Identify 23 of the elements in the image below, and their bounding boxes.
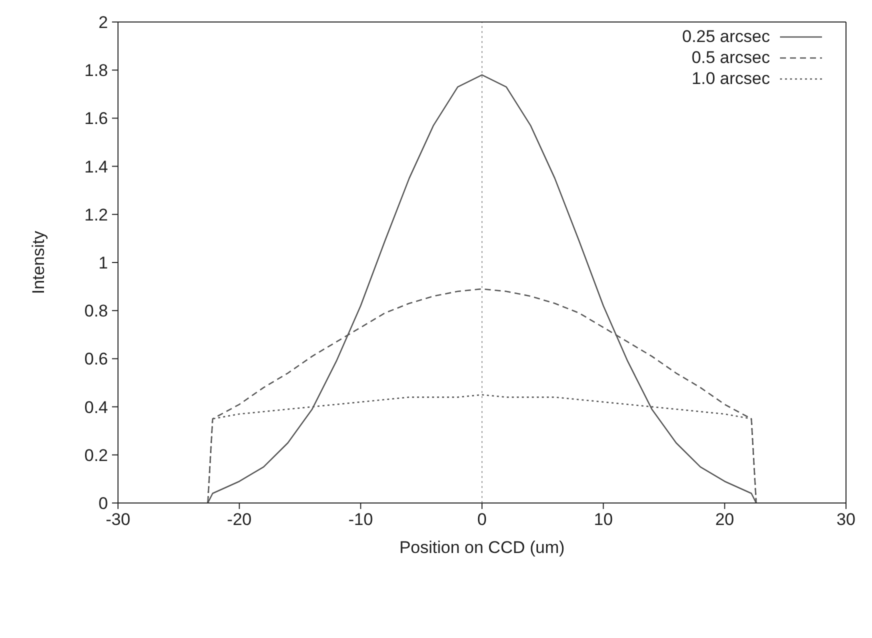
x-tick-label: 10: [594, 510, 613, 530]
y-tick-label: 0: [98, 494, 108, 514]
y-tick-label: 0.2: [84, 446, 108, 465]
x-tick-label: 0: [477, 510, 487, 530]
y-tick-label: 0.4: [84, 398, 108, 417]
y-axis-title: Intensity: [29, 230, 48, 294]
y-tick-label: 1.8: [84, 61, 108, 80]
y-tick-label: 0.8: [84, 302, 108, 321]
y-tick-label: 0.6: [84, 350, 108, 369]
y-tick-label: 1.2: [84, 205, 108, 224]
legend-label: 0.5 arcsec: [692, 47, 770, 68]
x-tick-label: 30: [836, 510, 856, 530]
y-tick-label: 1.6: [84, 109, 108, 128]
x-tick-label: 20: [715, 510, 734, 530]
x-axis-title: Position on CCD (um): [399, 538, 565, 557]
x-tick-label: -20: [227, 510, 252, 530]
legend-label: 0.25 arcsec: [682, 26, 770, 47]
legend-label: 1.0 arcsec: [692, 68, 770, 89]
y-tick-label: 1: [98, 254, 108, 273]
x-tick-label: -30: [106, 510, 130, 530]
y-tick-label: 1.4: [84, 157, 108, 176]
y-tick-label: 2: [98, 13, 108, 32]
x-tick-label: -10: [348, 510, 373, 530]
